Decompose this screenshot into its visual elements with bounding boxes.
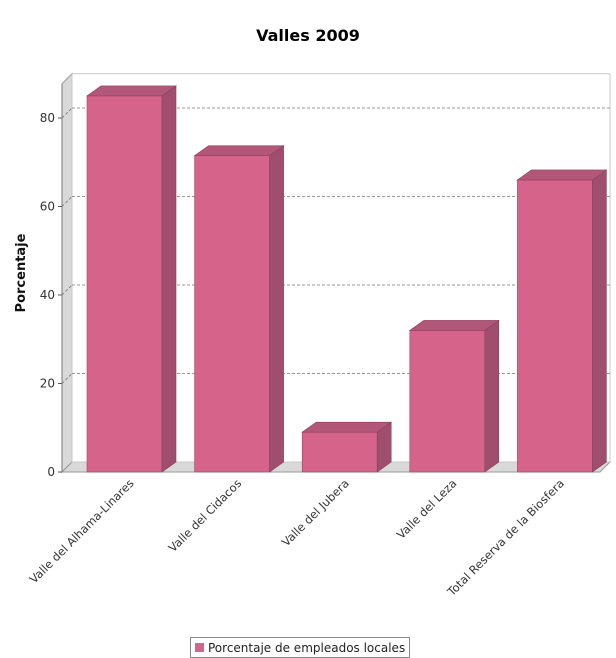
gridline-wall — [61, 373, 73, 384]
legend: Porcentaje de empleados locales — [190, 637, 411, 658]
bar-top — [86, 85, 177, 97]
left-wall — [61, 72, 73, 474]
bar-side — [269, 145, 284, 473]
bar — [86, 95, 163, 473]
x-tick-label: Total Reserva de la Biosfera — [444, 476, 567, 599]
bar-side — [161, 85, 177, 473]
bar-side — [592, 169, 607, 473]
legend-label: Porcentaje de empleados locales — [208, 640, 406, 655]
y-tick-label: 20 — [40, 377, 55, 391]
y-tick-label: 0 — [47, 465, 55, 479]
gridline-wall — [61, 196, 73, 207]
gridline-wall — [61, 107, 73, 119]
y-tick-label: 40 — [40, 288, 55, 302]
y-tick-label: 60 — [40, 200, 55, 214]
bar-top — [516, 169, 608, 181]
y-axis-title: Porcentaje — [14, 233, 29, 312]
bar-side — [484, 319, 500, 473]
bar — [301, 431, 378, 473]
bar-top — [193, 145, 285, 156]
chart-title: Valles 2009 — [256, 26, 360, 45]
bar — [194, 155, 270, 473]
x-tick-label: Valle del Alhama-Linares — [27, 476, 137, 586]
y-tick-label: 80 — [40, 111, 55, 125]
gridline-wall — [61, 284, 73, 296]
legend-swatch — [195, 643, 204, 652]
x-tick-label: Valle del Cidacos — [166, 476, 245, 555]
x-tick-label: Valle del Leza — [394, 476, 460, 542]
bar — [517, 179, 593, 473]
x-tick-label: Valle del Jubera — [279, 476, 352, 549]
bar — [409, 330, 486, 473]
bar-top — [301, 421, 393, 433]
bar-top — [408, 320, 500, 331]
